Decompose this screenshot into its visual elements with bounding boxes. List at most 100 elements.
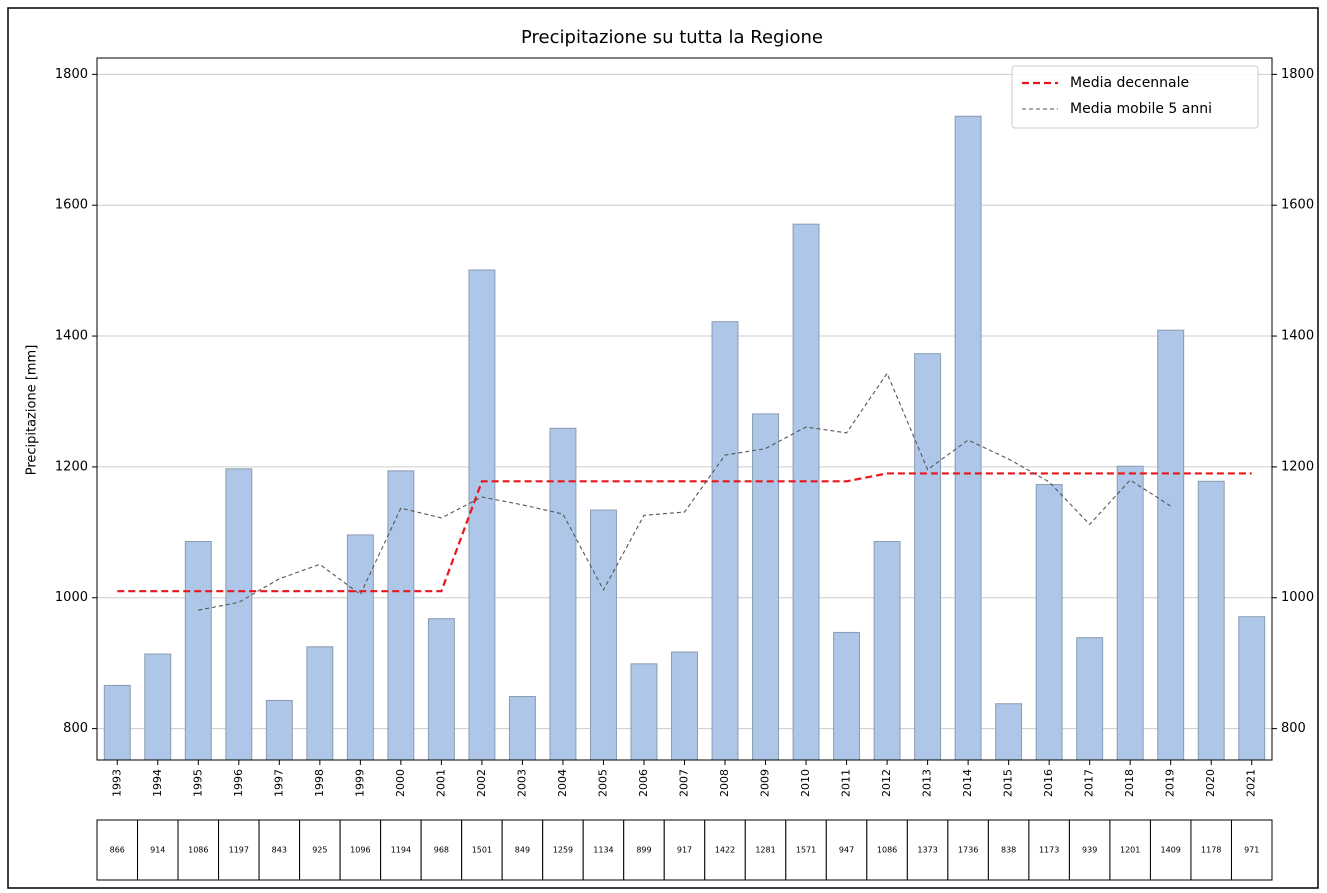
bar — [1116, 465, 1144, 761]
bar — [914, 353, 942, 761]
table-value: 1086 — [877, 846, 897, 855]
x-tick-label: 2021 — [1245, 769, 1258, 797]
table-value: 925 — [312, 846, 327, 855]
y-tick-label: 800 — [63, 721, 88, 736]
x-tick-label: 2000 — [394, 769, 407, 797]
x-tick-label: 2013 — [921, 769, 934, 797]
table-cell — [1149, 819, 1192, 881]
table-value: 914 — [150, 846, 165, 855]
table-cell — [663, 819, 706, 881]
table-value: 1373 — [917, 846, 937, 855]
bar — [1238, 616, 1266, 761]
x-tick-label: 2008 — [718, 769, 731, 797]
table-value: 849 — [515, 846, 530, 855]
table-cell — [299, 819, 341, 881]
legend-label: Media mobile 5 anni — [1070, 101, 1212, 117]
table-value: 1134 — [593, 846, 613, 855]
bar — [590, 509, 617, 761]
table-value: 899 — [636, 846, 651, 855]
line-series — [198, 372, 1172, 611]
table-value: 1194 — [391, 846, 411, 855]
table-value: 1736 — [958, 846, 978, 855]
plot-border — [96, 57, 1273, 761]
y2-tick-label: 1800 — [1281, 67, 1314, 82]
x-tick-label: 2015 — [1002, 769, 1015, 797]
x-tick-label: 1997 — [272, 769, 285, 797]
x-tick-label: 2019 — [1164, 769, 1177, 797]
table-value: 1086 — [188, 846, 208, 855]
bar — [752, 413, 780, 761]
y-tick-label: 1200 — [55, 459, 88, 474]
table-value: 968 — [434, 846, 449, 855]
bar — [346, 534, 374, 761]
y2-tick-label: 1200 — [1281, 459, 1314, 474]
bar — [1076, 637, 1104, 761]
x-tick-label: 2002 — [475, 769, 488, 797]
x-tick-label: 2005 — [596, 769, 609, 797]
table-value: 1422 — [715, 846, 735, 855]
table-cell — [1068, 819, 1111, 881]
y-tick-label: 1000 — [55, 590, 88, 605]
table-cell — [218, 819, 260, 881]
bar — [306, 646, 334, 761]
table-value: 1173 — [1039, 846, 1059, 855]
x-tick-label: 1994 — [151, 769, 164, 797]
y-axis-label: Precipitazione [mm] — [25, 345, 40, 476]
table-cell — [420, 819, 463, 881]
x-tick-label: 2007 — [678, 769, 691, 797]
table-cell — [137, 819, 179, 881]
y-tick-label: 1600 — [55, 198, 88, 213]
table-value: 1178 — [1201, 846, 1221, 855]
bar — [1157, 329, 1185, 761]
table-value: 1571 — [796, 846, 816, 855]
table-value: 917 — [677, 846, 692, 855]
table-cell — [582, 819, 625, 881]
x-tick-label: 2017 — [1083, 769, 1096, 797]
table-value: 1281 — [755, 846, 775, 855]
y2-tick-label: 800 — [1281, 721, 1306, 736]
table-cell — [339, 819, 382, 881]
bar — [671, 651, 698, 761]
bar — [1035, 484, 1063, 761]
table-cell — [501, 819, 544, 881]
bar — [549, 427, 577, 761]
x-tick-label: 2016 — [1042, 769, 1055, 797]
x-tick-label: 2014 — [961, 769, 974, 797]
bar — [873, 540, 901, 761]
table-value: 1201 — [1120, 846, 1140, 855]
table-value: 939 — [1082, 846, 1097, 855]
table-cell — [704, 819, 746, 881]
legend-label: Media decennale — [1070, 75, 1189, 91]
table-cell — [825, 819, 868, 881]
x-tick-label: 1998 — [313, 769, 326, 797]
table-cell — [947, 819, 989, 881]
bar — [833, 631, 861, 761]
y-tick-label: 1800 — [55, 67, 88, 82]
table-value: 1259 — [553, 846, 573, 855]
x-tick-label: 2004 — [556, 769, 569, 797]
x-tick-label: 2012 — [880, 769, 893, 797]
table-cell — [96, 819, 139, 881]
table-cell — [744, 819, 787, 881]
bar — [792, 223, 820, 761]
y2-tick-label: 1400 — [1281, 329, 1314, 344]
table-cell — [258, 819, 301, 881]
bar — [184, 540, 212, 761]
table-value: 1096 — [350, 846, 370, 855]
bar — [995, 703, 1023, 761]
table-cell — [1109, 819, 1151, 881]
table-value: 843 — [272, 846, 287, 855]
x-tick-label: 2001 — [434, 769, 447, 797]
x-tick-label: 2003 — [515, 769, 528, 797]
table-cell — [1230, 819, 1273, 881]
bar — [225, 468, 253, 761]
table-value: 971 — [1244, 846, 1259, 855]
chart-title: Precipitazione su tutta la Regione — [521, 27, 823, 48]
bar — [954, 115, 982, 761]
y2-tick-label: 1000 — [1281, 590, 1314, 605]
x-tick-label: 2010 — [799, 769, 812, 797]
x-tick-label: 1993 — [110, 769, 123, 797]
table-value: 947 — [839, 846, 854, 855]
table-value: 1501 — [472, 846, 492, 855]
